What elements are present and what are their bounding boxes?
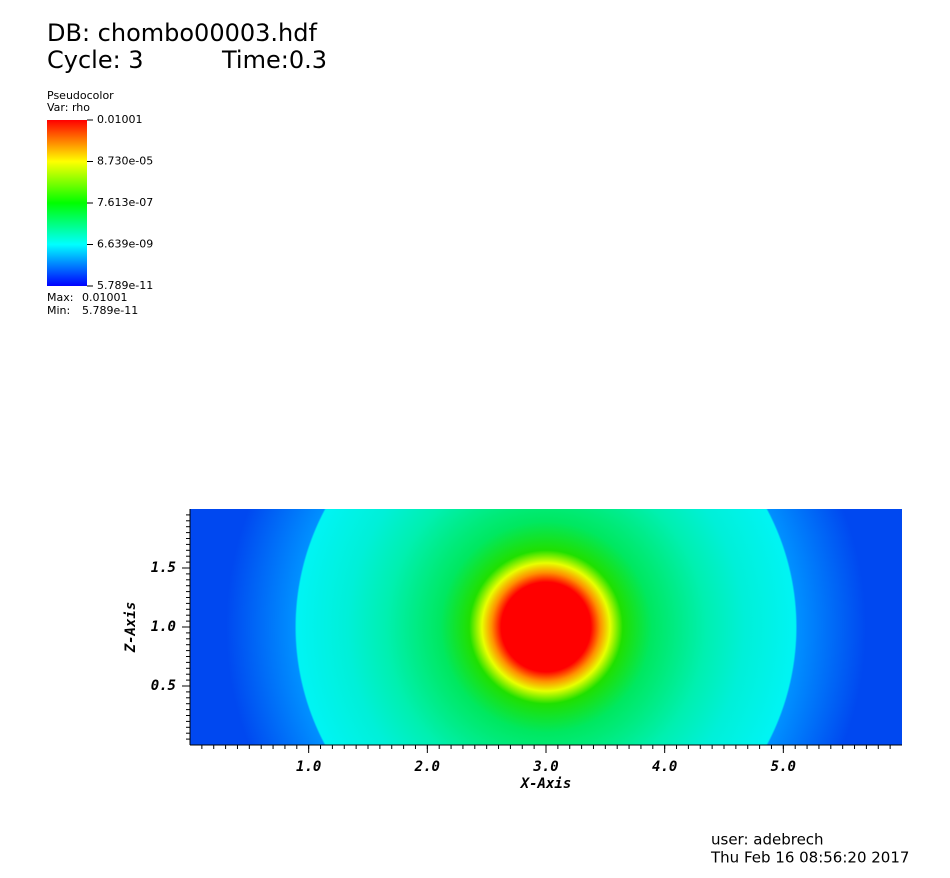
x-tick-label: 2.0	[414, 759, 440, 775]
legend-plot: Pseudocolor	[47, 89, 114, 102]
x-tick-label: 1.0	[296, 759, 321, 775]
y-tick-label: 1.0	[151, 619, 176, 635]
colorbar-label: 0.01001	[97, 113, 143, 126]
cycle: Cycle: 3	[47, 46, 144, 74]
x-tick-label: 4.0	[652, 759, 677, 775]
date: Thu Feb 16 08:56:20 2017	[710, 849, 909, 867]
x-tick-label: 3.0	[532, 759, 558, 775]
min-label: Min:	[47, 304, 70, 317]
user: user: adebrech	[711, 831, 824, 849]
time: Time:0.3	[221, 46, 327, 74]
max-label: Max:	[47, 291, 73, 304]
axes: 1.0 2.0 3.0 4.0 5.0 0.5 1.0 1.5	[151, 509, 902, 775]
db-name: DB: chombo00003.hdf	[47, 19, 317, 47]
x-tick-label: 5.0	[771, 759, 796, 775]
min-value: 5.789e-11	[82, 304, 138, 317]
colorbar-label: 7.613e-07	[97, 196, 153, 209]
pseudocolor-field	[190, 509, 902, 745]
max-value: 0.01001	[82, 291, 128, 304]
colorbar-label: 6.639e-09	[97, 238, 153, 251]
y-tick-label: 1.5	[151, 560, 176, 576]
y-tick-label: 0.5	[151, 678, 176, 694]
x-axis-label: X-Axis	[520, 776, 572, 792]
colorbar-label: 5.789e-11	[97, 279, 153, 292]
y-axis-label: Z-Axis	[123, 602, 139, 654]
colorbar-ticks: 0.01001 8.730e-05 7.613e-07 6.639e-09 5.789e…	[87, 113, 153, 292]
colorbar-label: 8.730e-05	[97, 155, 153, 168]
legend-var: Var: rho	[47, 101, 90, 114]
colorbar	[47, 120, 87, 286]
